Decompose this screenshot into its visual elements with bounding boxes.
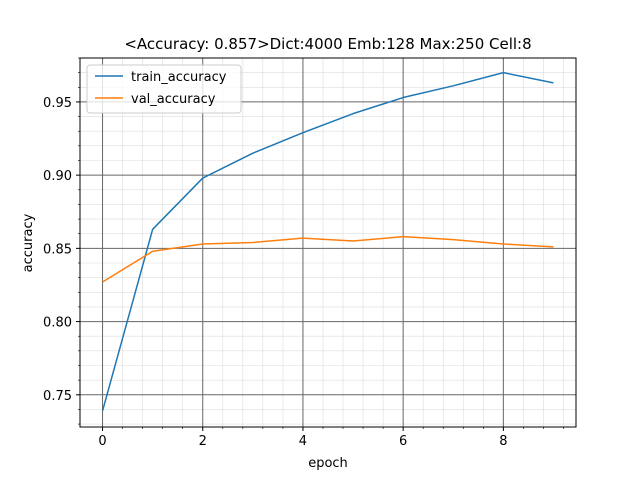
y-tick-label: 0.85 (43, 242, 72, 257)
x-tick-label: 2 (199, 434, 207, 449)
axis-ticks: 0 2 4 6 8 0.75 0.80 0.85 0.90 0.95 (43, 57, 564, 449)
y-tick-label: 0.80 (43, 316, 72, 331)
plot-frame (79, 57, 577, 428)
y-tick-label: 0.95 (43, 96, 72, 111)
major-grid (80, 58, 576, 427)
minor-grid (80, 57, 576, 427)
x-tick-label: 4 (299, 434, 307, 449)
series-line-val-accuracy (102, 235, 554, 283)
y-tick-label: 0.75 (43, 389, 72, 404)
x-axis-label: epoch (308, 456, 348, 471)
legend: train_accuracy val_accuracy (86, 64, 242, 114)
legend-label-val-accuracy: val_accuracy (131, 92, 216, 107)
series-layer (101, 71, 554, 412)
series-line-train-accuracy (101, 71, 554, 412)
x-tick-label: 0 (98, 434, 106, 449)
legend-box (86, 64, 242, 114)
chart-title: <Accuracy: 0.857>Dict:4000 Emb:128 Max:2… (124, 35, 531, 53)
y-axis-label: accuracy (21, 213, 36, 272)
x-tick-label: 8 (499, 434, 507, 449)
x-tick-label: 6 (399, 434, 407, 449)
legend-label-train-accuracy: train_accuracy (131, 70, 227, 85)
y-tick-label: 0.90 (43, 169, 72, 184)
